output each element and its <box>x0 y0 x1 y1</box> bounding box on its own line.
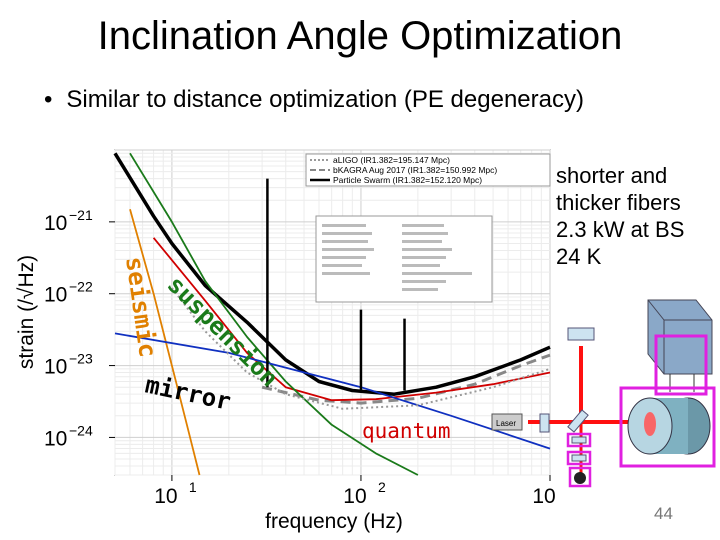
small-optic-2 <box>571 454 587 462</box>
y-axis-label: strain (/√Hz) <box>15 255 38 369</box>
plot-area <box>114 149 551 476</box>
curves <box>113 152 551 476</box>
legend-entry-aligo: aLIGO (IR1.382=195.147 Mpc) <box>333 155 450 165</box>
y-tick-exponent: −22 <box>69 279 93 295</box>
slide-number: 44 <box>654 504 673 523</box>
bullet-point: • Similar to distance optimization (PE de… <box>44 86 584 114</box>
y-tick-label: 10 <box>44 284 67 307</box>
laser-box <box>491 413 523 431</box>
input-optic <box>539 413 550 433</box>
legend-entry-bkagra: bKAGRA Aug 2017 (IR1.382=150.992 Mpc) <box>333 165 497 175</box>
highlight-box-cryostat <box>654 334 708 396</box>
y-tick-exponent: −23 <box>69 351 93 367</box>
legend: aLIGO (IR1.382=195.147 Mpc) bKAGRA Aug 2… <box>305 153 551 187</box>
curve-total <box>113 152 551 396</box>
slide-title: Inclination Angle Optimization <box>97 14 623 58</box>
y-tick-exponent: −24 <box>69 422 93 438</box>
beam-spot <box>644 412 656 436</box>
small-optic-1 <box>571 436 587 444</box>
highlight-box-small-2 <box>566 450 592 466</box>
curve-aligo <box>171 287 551 410</box>
curve-quantum <box>152 237 551 402</box>
x-tick-label: 10 <box>532 485 555 508</box>
legend-entry-particle-swarm: Particle Swarm (IR1.382=152.120 Mpc) <box>333 175 482 185</box>
cryostat-edge-3 <box>647 299 665 321</box>
x-tick-exponent: 2 <box>378 479 386 495</box>
bullet-text: Similar to distance optimization (PE deg… <box>66 86 584 113</box>
highlight-box-small-1 <box>566 432 592 448</box>
highlight-box-test-mass <box>619 386 716 468</box>
laser-label: Laser <box>496 419 516 428</box>
curve-bkagra <box>261 353 551 405</box>
beam-splitter <box>567 409 589 433</box>
photodetector <box>574 472 586 484</box>
legend-box <box>305 153 551 187</box>
x-tick-label: 10 <box>154 485 177 508</box>
y-tick-exponent: −21 <box>69 207 93 223</box>
side-note: shorter and thicker fibers 2.3 kW at BS … <box>556 163 685 269</box>
parameter-inset <box>315 215 493 303</box>
quantum-label: quantum <box>362 419 451 443</box>
highlight-box-small-3 <box>568 466 592 488</box>
top-mirror <box>567 327 595 341</box>
y-tick-label: 10 <box>44 356 67 379</box>
y-tick-label: 10 <box>44 427 67 450</box>
x-axis-label: frequency (Hz) <box>265 510 403 533</box>
x-tick-exponent: 1 <box>189 479 197 495</box>
x-tick-label: 10 <box>343 485 366 508</box>
bullet-marker: • <box>44 86 53 113</box>
kagra-setup-diagram: Laser <box>491 299 716 488</box>
curve-seismic <box>129 208 201 476</box>
y-tick-label: 10 <box>44 212 67 235</box>
parameter-inset-text-blur <box>322 224 472 291</box>
